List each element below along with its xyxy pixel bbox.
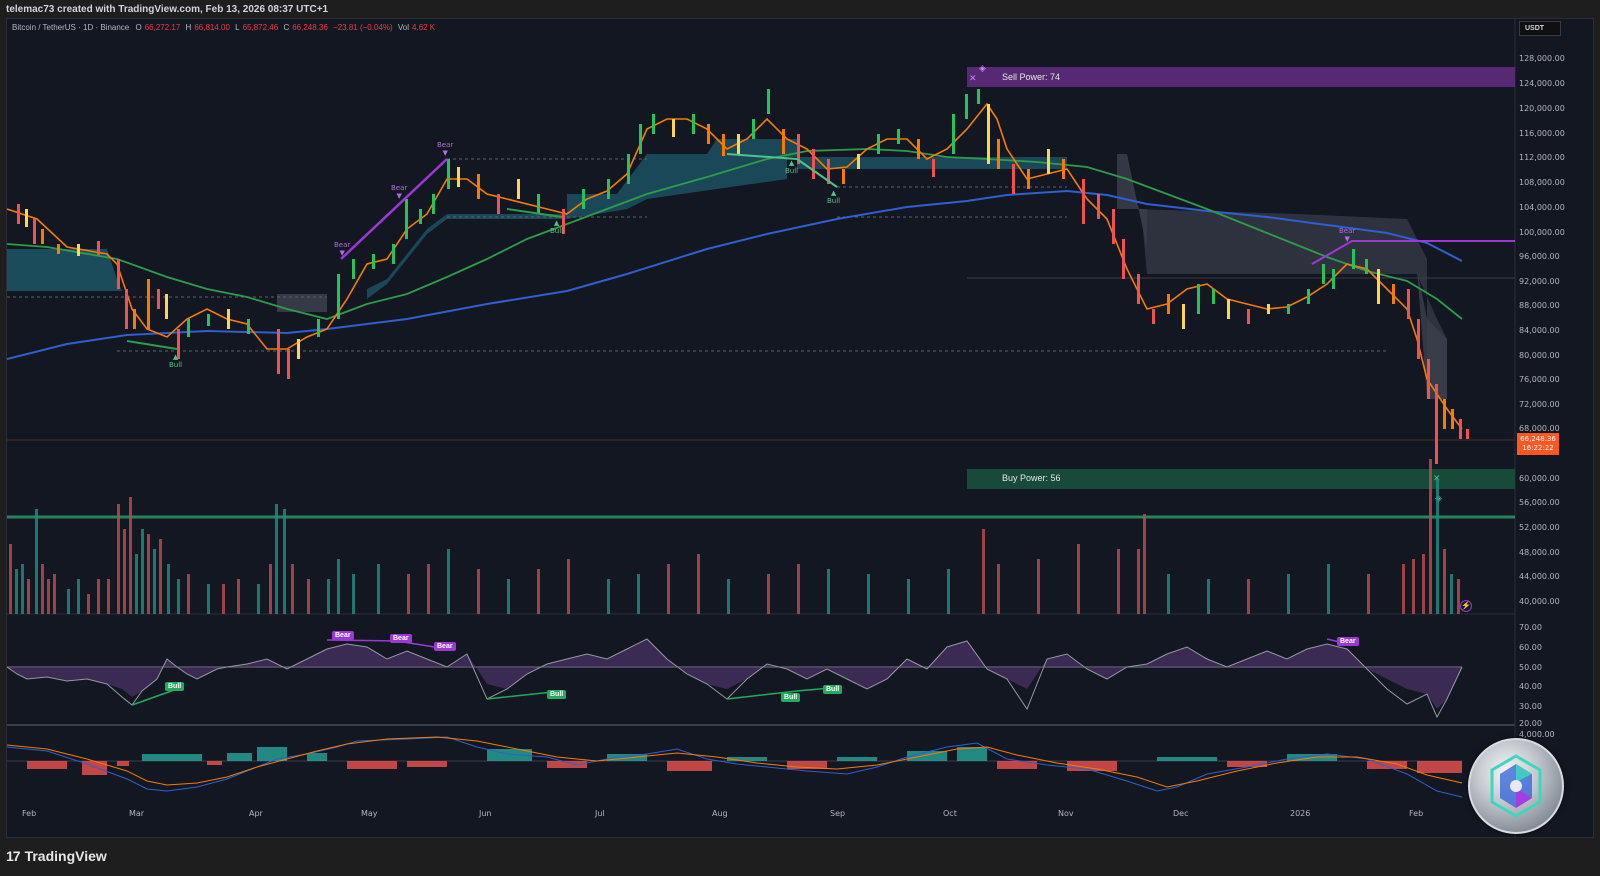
time-tick: Aug [712,809,728,818]
price-tick: 76,000.00 [1519,375,1560,384]
price-tick: 56,000.00 [1519,498,1560,507]
rsi-tick: 60.00 [1519,643,1542,652]
currency-selector[interactable]: USDT [1519,21,1561,36]
buy-power-label: Buy Power: 56 [1002,473,1061,483]
rsi-tick: 40.00 [1519,682,1542,691]
time-tick: Mar [129,809,145,818]
rsi-bear-tag: Bear [332,631,354,640]
price-tick: 72,000.00 [1519,400,1560,409]
chart-attribution: telemac73 created with TradingView.com, … [6,4,329,15]
svg-text:✕: ✕ [1433,473,1441,483]
chart-canvas[interactable]: ✕ ◈ ✕ ◈ [7,19,1595,839]
volume-value: 4.62 K [412,23,436,32]
price-tick: 44,000.00 [1519,572,1560,581]
price-tick: 120,000.00 [1519,104,1565,113]
time-tick: Sep [830,809,846,818]
price-tick: 80,000.00 [1519,351,1560,360]
rsi-tick: 50.00 [1519,663,1542,672]
price-tick: 52,000.00 [1519,523,1560,532]
rsi-bear-tag: Bear [1337,637,1359,646]
price-tick: 92,000.00 [1519,277,1560,286]
bull-signal-marker: ▲ Bull [827,189,841,205]
chart-frame[interactable]: ✕ ◈ ✕ ◈ [6,18,1595,839]
bar-countdown: 16:22:22 [1522,444,1554,452]
sell-power-label: Sell Power: 74 [1002,72,1061,82]
time-tick: Jul [595,809,605,818]
bear-signal-marker: Bear ▼ [334,241,351,257]
time-tick: Nov [1058,809,1074,818]
time-tick: Jun [479,809,492,818]
price-tick: 96,000.00 [1519,252,1560,261]
lightning-icon[interactable]: ⚡ [1460,600,1472,612]
rsi-bear-tag: Bear [434,642,456,651]
rsi-tick: 70.00 [1519,623,1542,632]
candles [17,89,1469,464]
change-value: −23.81 (−0.04%) [333,23,393,32]
price-tick: 48,000.00 [1519,548,1560,557]
svg-text:◈: ◈ [979,63,986,73]
open-value: 66,272.17 [144,23,181,32]
price-tick: 84,000.00 [1519,326,1560,335]
time-tick: May [361,809,378,818]
svg-text:✕: ✕ [969,73,977,83]
rsi-bull-tag: Bull [823,685,843,694]
symbol-label[interactable]: Bitcoin / TetherUS · 1D · Binance [12,23,130,32]
volume-bars [9,459,1460,614]
high-value: 66,814.00 [194,23,230,32]
close-value: 66,248.36 [292,23,328,32]
time-tick: Oct [943,809,957,818]
last-price: 66,248.36 [1520,435,1556,443]
time-tick: Dec [1173,809,1189,818]
price-tick: 116,000.00 [1519,129,1565,138]
ohlc-legend: Bitcoin / TetherUS · 1D · Binance O 66,27… [12,23,436,32]
tradingview-brand[interactable]: 17 TradingView [6,846,107,866]
coin-badge-icon [1468,738,1564,834]
low-value: 65,872.46 [242,23,279,32]
rsi-bull-tag: Bull [547,690,567,699]
price-tick: 124,000.00 [1519,79,1565,88]
bear-signal-marker: Bear ▼ [1339,227,1356,243]
time-tick: Feb [1409,809,1424,818]
last-price-tag: 66,248.36 16:22:22 [1517,433,1559,455]
price-tick: 112,000.00 [1519,153,1565,162]
bull-signal-marker: ▲ Bull [785,159,799,175]
bull-signal-marker: ▲ Bull [169,353,183,369]
price-tick: 88,000.00 [1519,301,1560,310]
rsi-tick: 30.00 [1519,702,1542,711]
price-tick: 100,000.00 [1519,228,1565,237]
rsi-bear-tag: Bear [390,634,412,643]
rsi-bull-tag: Bull [781,693,801,702]
price-tick: 68,000.00 [1519,424,1560,433]
price-tick: 128,000.00 [1519,54,1565,63]
time-tick: Apr [249,809,263,818]
price-tick: 40,000.00 [1519,597,1560,606]
macd-tick: 4,000.00 [1519,730,1555,739]
bear-signal-marker: Bear ▼ [437,141,454,157]
price-tick: 60,000.00 [1519,474,1560,483]
tradingview-logo-icon: 17 [6,848,21,864]
time-tick: Feb [22,809,37,818]
rsi-bull-tag: Bull [165,682,185,691]
bear-signal-marker: Bear ▼ [391,184,408,200]
rsi-tick: 20.00 [1519,719,1542,728]
price-tick: 108,000.00 [1519,178,1565,187]
bull-signal-marker: ▲ Bull [550,219,564,235]
brand-name: TradingView [24,848,107,864]
time-tick: 2026 [1290,809,1311,818]
price-tick: 104,000.00 [1519,203,1565,212]
